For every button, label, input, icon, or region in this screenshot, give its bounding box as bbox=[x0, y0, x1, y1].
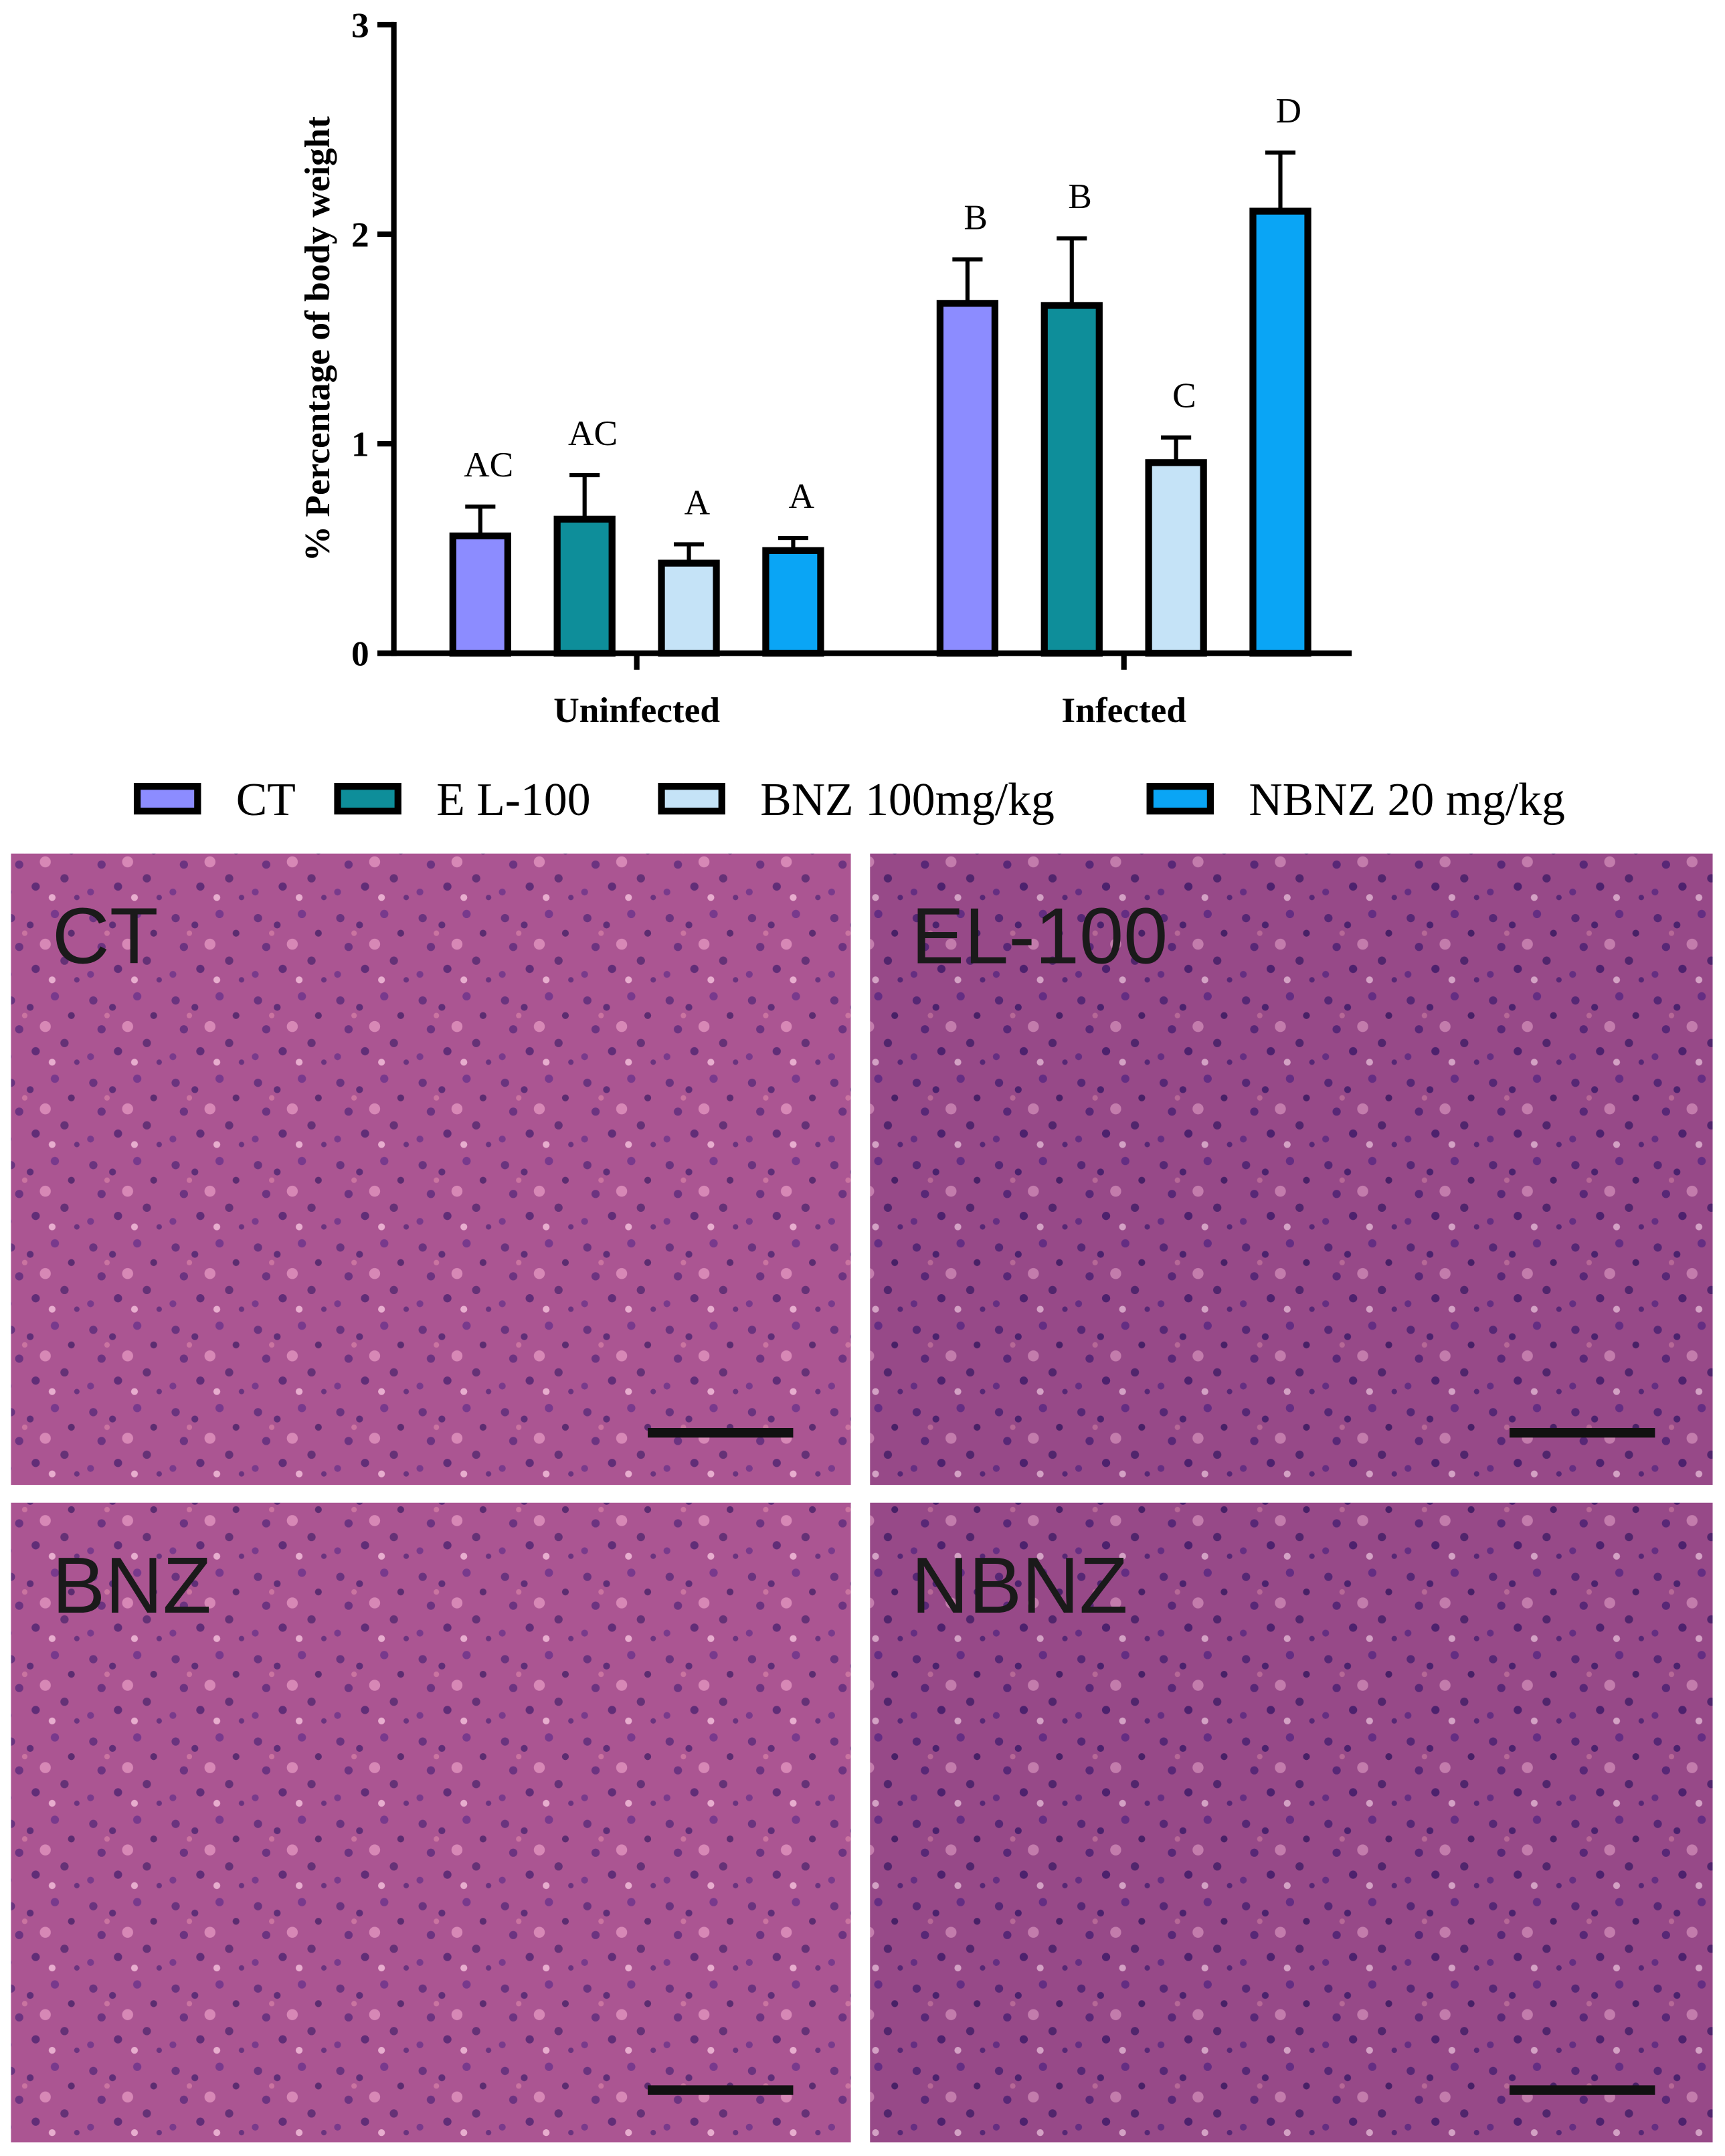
bar bbox=[449, 532, 511, 657]
micrograph bbox=[11, 1502, 851, 2143]
significance-label: AC bbox=[568, 413, 618, 453]
significance-label: B bbox=[1068, 176, 1092, 216]
significance-label: A bbox=[788, 476, 814, 516]
bar bbox=[658, 559, 720, 657]
significance-label: D bbox=[1276, 90, 1302, 130]
x-tick-label: Infected bbox=[1061, 690, 1186, 730]
micrograph-shading bbox=[11, 1502, 851, 2143]
significance-label: A bbox=[685, 482, 711, 522]
bar bbox=[1040, 302, 1103, 657]
significance-label: C bbox=[1172, 375, 1196, 416]
micrograph-shading bbox=[870, 1502, 1713, 2143]
legend-label: NBNZ 20 mg/kg bbox=[1249, 774, 1565, 826]
bar bbox=[1145, 459, 1207, 657]
legend-label: CT bbox=[236, 774, 296, 826]
micrograph bbox=[870, 853, 1713, 1486]
x-tick-label: Uninfected bbox=[553, 690, 720, 730]
y-tick-label: 2 bbox=[351, 214, 369, 254]
micrograph bbox=[11, 853, 851, 1486]
micrograph-shading bbox=[11, 853, 851, 1486]
legend-swatch bbox=[133, 783, 201, 815]
bar bbox=[936, 300, 999, 657]
micrograph bbox=[870, 1502, 1713, 2143]
micrographs: CT EL-100 BNZ NBNZ bbox=[11, 853, 1713, 2143]
bar bbox=[1249, 207, 1311, 657]
micrograph-shading bbox=[870, 853, 1713, 1486]
significance-label: AC bbox=[464, 444, 513, 484]
bar bbox=[762, 547, 824, 657]
legend-swatch bbox=[334, 783, 401, 815]
y-tick-label: 3 bbox=[351, 5, 369, 45]
panel-label: NBNZ bbox=[911, 1541, 1128, 1630]
y-tick-label: 0 bbox=[351, 634, 369, 674]
y-axis-title: % Percentage of body weight bbox=[297, 116, 337, 562]
panel-label: BNZ bbox=[52, 1541, 211, 1630]
panel-label: CT bbox=[52, 892, 159, 981]
legend-label: E L-100 bbox=[436, 774, 590, 826]
significance-label: B bbox=[964, 197, 988, 237]
bar-chart: 0 1 2 3 % Percentage of body weight Uninfecte… bbox=[133, 5, 1565, 826]
panel-label: EL-100 bbox=[911, 892, 1168, 981]
legend-swatch bbox=[1146, 783, 1214, 815]
bar bbox=[553, 515, 616, 657]
legend-swatch bbox=[658, 783, 725, 815]
y-tick-label: 1 bbox=[351, 424, 369, 464]
legend-label: BNZ 100mg/kg bbox=[760, 774, 1055, 826]
